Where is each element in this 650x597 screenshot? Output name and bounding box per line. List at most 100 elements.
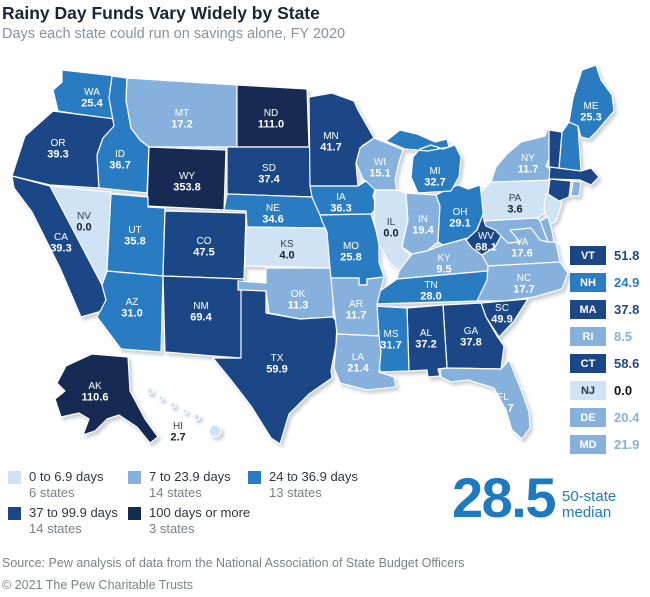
legend-label-4: 37 to 99.9 days: [29, 505, 118, 520]
legend-item-2: 7 to 23.9 days 14 states: [128, 469, 231, 501]
state-abbr-CA: CA: [54, 232, 68, 243]
state-abbr-HI: HI: [173, 421, 183, 432]
legend-count-1: 6 states: [29, 485, 75, 500]
state-abbr-NC: NC: [517, 273, 531, 284]
small-state-row-DE: DE 20.4: [570, 408, 648, 427]
state-shape-CT: [547, 178, 572, 202]
state-value-LA: 21.4: [347, 363, 369, 375]
small-state-value-NH: 24.9: [614, 275, 640, 290]
state-abbr-ID: ID: [115, 149, 125, 160]
copyright-note: © 2021 The Pew Charitable Trusts: [2, 578, 194, 592]
state-value-SD: 37.4: [258, 174, 280, 186]
state-shape-HI: [193, 413, 201, 421]
state-abbr-IN: IN: [418, 214, 428, 225]
state-value-KS: 4.0: [279, 250, 294, 262]
state-abbr-TX: TX: [271, 353, 284, 364]
small-state-row-RI: RI 8.5: [570, 327, 648, 346]
small-state-row-CT: CT 58.6: [570, 354, 648, 373]
legend-swatch-2: [128, 471, 141, 484]
state-abbr-ME: ME: [584, 101, 599, 112]
state-value-UT: 35.8: [124, 236, 145, 248]
state-abbr-WY: WY: [179, 171, 195, 182]
state-value-MO: 25.8: [340, 252, 361, 264]
state-value-PA: 3.6: [507, 204, 522, 216]
state-shape-HI: [182, 408, 188, 414]
page-title: Rainy Day Funds Vary Widely by State: [2, 3, 320, 23]
state-value-NM: 69.4: [190, 312, 212, 324]
state-abbr-MT: MT: [175, 108, 189, 119]
small-state-row-NJ: NJ 0.0: [570, 381, 648, 400]
state-shape-NH: [558, 121, 582, 172]
state-abbr-SC: SC: [495, 303, 509, 314]
state-value-MS: 31.7: [380, 340, 401, 352]
small-state-value-MD: 21.9: [614, 437, 640, 452]
state-abbr-NY: NY: [521, 153, 535, 164]
small-state-value-DE: 20.4: [614, 410, 640, 425]
state-value-IN: 19.4: [412, 225, 434, 237]
state-abbr-GA: GA: [464, 326, 479, 337]
state-value-VA: 17.6: [511, 248, 532, 260]
state-abbr-VA: VA: [516, 237, 529, 248]
state-value-AL: 37.2: [415, 339, 436, 351]
state-value-MT: 17.2: [171, 119, 192, 131]
legend-label-2: 7 to 23.9 days: [149, 469, 231, 484]
state-abbr-NM: NM: [193, 301, 209, 312]
median-callout: 28.5 50-state median: [452, 468, 616, 528]
state-value-WA: 25.4: [81, 98, 103, 110]
legend-item-3: 24 to 36.9 days 13 states: [248, 469, 358, 501]
state-shape-HI: [208, 424, 222, 438]
state-value-NV: 0.0: [76, 222, 91, 234]
state-abbr-IA: IA: [336, 192, 346, 203]
small-state-box-VT: VT: [570, 246, 606, 265]
state-abbr-IL: IL: [387, 217, 396, 228]
state-shape-WI: [355, 137, 404, 191]
state-value-TN: 28.0: [420, 291, 441, 303]
legend-item-5: 100 days or more 3 states: [128, 505, 250, 537]
state-value-NC: 17.7: [513, 284, 534, 296]
state-abbr-KS: KS: [280, 239, 294, 250]
state-abbr-NE: NE: [266, 203, 280, 214]
state-abbr-ND: ND: [264, 108, 278, 119]
median-label: 50-state median: [562, 488, 617, 521]
state-abbr-SD: SD: [262, 163, 276, 174]
state-abbr-WA: WA: [84, 87, 100, 98]
legend-count-5: 3 states: [149, 521, 195, 536]
state-value-MI: 32.7: [424, 177, 445, 189]
legend-item-4: 37 to 99.9 days 14 states: [8, 505, 118, 537]
state-abbr-CO: CO: [197, 236, 212, 247]
state-abbr-AR: AR: [349, 299, 363, 310]
state-abbr-KY: KY: [437, 253, 451, 264]
small-state-box-CT: CT: [570, 354, 606, 373]
state-abbr-FL: FL: [497, 392, 509, 403]
state-value-WI: 15.1: [369, 168, 390, 180]
small-state-row-MA: MA 37.8: [570, 300, 648, 319]
small-states-list: VT 51.8 NH 24.9 MA 37.8 RI 8.5 CT 58.6 NJ 0.0 DE 20.4…: [570, 246, 648, 462]
small-state-value-VT: 51.8: [614, 248, 640, 263]
state-shape-DE: [539, 216, 555, 243]
state-shape-AZ: [96, 270, 164, 353]
legend-count-4: 14 states: [29, 521, 82, 536]
legend-label-3: 24 to 36.9 days: [269, 469, 358, 484]
small-state-row-VT: VT 51.8: [570, 246, 648, 265]
state-value-ME: 25.3: [580, 112, 601, 124]
small-state-row-NH: NH 24.9: [570, 273, 648, 292]
state-shape-NM: [162, 275, 245, 359]
state-shape-AR: [330, 276, 385, 337]
state-abbr-OH: OH: [453, 207, 468, 218]
state-value-SC: 49.9: [491, 314, 512, 326]
state-shape-NC: [476, 261, 569, 302]
state-value-OR: 39.3: [47, 149, 68, 161]
legend-label-1: 0 to 6.9 days: [29, 469, 104, 484]
state-shape-ME: [568, 64, 615, 140]
state-value-OH: 29.1: [449, 218, 470, 230]
state-abbr-LA: LA: [352, 352, 365, 363]
state-abbr-OK: OK: [291, 289, 306, 300]
state-value-GA: 37.8: [460, 337, 481, 349]
state-shape-MI: [385, 129, 462, 194]
median-value: 28.5: [452, 466, 557, 529]
small-state-row-MD: MD 21.9: [570, 435, 648, 454]
state-abbr-WV: WV: [478, 231, 494, 242]
small-state-box-DE: DE: [570, 408, 606, 427]
state-shape-CA: [11, 175, 110, 318]
